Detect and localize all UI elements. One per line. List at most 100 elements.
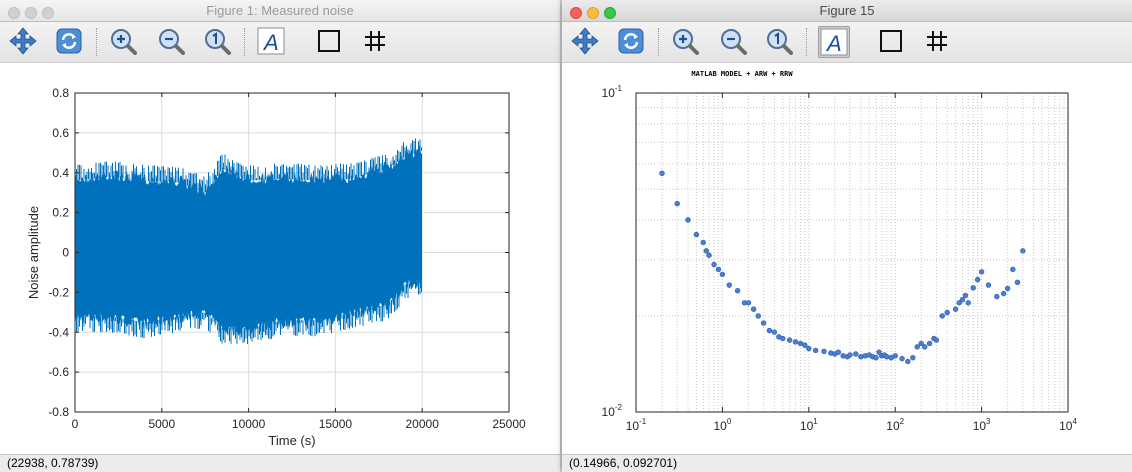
data-point xyxy=(978,269,985,275)
x-tick-label: 10000 xyxy=(232,417,266,431)
figure-15-window[interactable]: Figure 15 A MATLAB MODEL + ARW + RRW 10- xyxy=(562,0,1132,472)
data-point xyxy=(970,285,976,291)
text-icon[interactable]: A xyxy=(256,26,288,58)
y-tick-label: -0.6 xyxy=(48,365,69,379)
data-point xyxy=(760,320,767,326)
text-icon[interactable]: A xyxy=(818,26,850,58)
pan-icon[interactable] xyxy=(8,26,40,58)
pan-icon[interactable] xyxy=(570,26,602,58)
zoom-in-icon[interactable] xyxy=(108,26,140,58)
zoom-out-icon[interactable] xyxy=(156,26,188,58)
figure-1-window[interactable]: Figure 1: Measured noise A 0 5000 10000 15 xyxy=(0,0,560,472)
axes-box xyxy=(635,92,1069,413)
svg-text:A: A xyxy=(262,30,279,55)
y-axis-label: Noise amplitude xyxy=(26,206,41,299)
zoom-out-icon[interactable] xyxy=(718,26,750,58)
rotate-icon[interactable] xyxy=(616,26,648,58)
data-point xyxy=(939,313,945,319)
window-title: Figure 15 xyxy=(819,3,875,18)
x-tick-label: 20000 xyxy=(406,417,440,431)
zoom-button[interactable] xyxy=(42,7,54,19)
x-tick-label: 100 xyxy=(713,417,731,433)
data-point xyxy=(1014,279,1021,286)
window-title-bar[interactable]: Figure 1: Measured noise xyxy=(0,0,560,22)
y-tick-label: 0.8 xyxy=(52,86,69,100)
data-point xyxy=(780,335,786,342)
toolbar-separator xyxy=(96,28,97,56)
data-point xyxy=(873,354,879,361)
y-tick-label: -0.2 xyxy=(48,285,69,299)
data-point xyxy=(719,271,726,278)
data-point xyxy=(905,358,911,365)
data-point xyxy=(899,355,905,362)
x-tick-label: 104 xyxy=(1059,417,1077,433)
noise-band xyxy=(75,144,422,336)
window-title-bar[interactable]: Figure 15 xyxy=(562,0,1132,22)
data-point xyxy=(693,231,700,238)
box-icon[interactable] xyxy=(876,26,908,58)
status-bar: (22938, 0.78739) xyxy=(0,454,560,472)
y-tick-label: 10-2 xyxy=(602,403,623,419)
cursor-coordinates: (0.14966, 0.092701) xyxy=(569,456,678,470)
data-point xyxy=(711,261,717,268)
data-point xyxy=(922,344,928,350)
data-point xyxy=(745,300,752,306)
window-controls xyxy=(8,4,59,25)
window-title: Figure 1: Measured noise xyxy=(206,3,354,18)
x-tick-label: 103 xyxy=(973,417,991,433)
figure-canvas[interactable]: 0 5000 10000 15000 20000 25000 -0.8 -0.6 -0.4 -0.… xyxy=(0,63,560,455)
x-tick-label: 25000 xyxy=(492,417,526,431)
data-point xyxy=(933,337,940,343)
grid-icon[interactable] xyxy=(360,26,392,58)
box-icon[interactable] xyxy=(314,26,346,58)
data-point xyxy=(1004,285,1011,292)
data-point xyxy=(726,282,732,288)
allan-deviation-chart[interactable]: MATLAB MODEL + ARW + RRW 10-1 100 101 102 103… xyxy=(562,63,1132,455)
cursor-coordinates: (22938, 0.78739) xyxy=(7,456,99,470)
data-point xyxy=(792,339,799,345)
data-point xyxy=(797,340,804,347)
data-point xyxy=(956,300,962,306)
data-point xyxy=(771,329,778,335)
status-bar: (0.14966, 0.092701) xyxy=(562,454,1132,472)
data-point xyxy=(994,293,1000,300)
data-point xyxy=(853,351,859,357)
y-tick-label: -0.8 xyxy=(48,405,69,419)
rotate-icon[interactable] xyxy=(54,26,86,58)
zoom-button[interactable] xyxy=(604,7,616,19)
data-point xyxy=(802,342,808,348)
data-point xyxy=(884,354,890,360)
data-point xyxy=(962,292,969,299)
data-point xyxy=(926,340,933,347)
zoom-in-icon[interactable] xyxy=(670,26,702,58)
zoom-reset-icon[interactable] xyxy=(764,26,796,58)
data-point xyxy=(914,344,920,350)
y-tick-label: 0.6 xyxy=(52,126,69,140)
toolbar-separator xyxy=(244,28,245,56)
data-point xyxy=(703,248,709,254)
window-controls xyxy=(570,4,621,25)
grid-icon[interactable] xyxy=(922,26,954,58)
figure-canvas[interactable]: MATLAB MODEL + ARW + RRW 10-1 100 101 102 103… xyxy=(562,63,1132,455)
noise-chart[interactable]: 0 5000 10000 15000 20000 25000 -0.8 -0.6 -0.4 -0.… xyxy=(0,63,560,455)
data-point xyxy=(892,353,898,359)
toolbar-separator xyxy=(658,28,659,56)
data-point xyxy=(806,345,812,352)
data-series xyxy=(659,170,1026,365)
close-button[interactable] xyxy=(570,7,582,19)
data-point xyxy=(1000,290,1007,297)
x-tick-label: 5000 xyxy=(148,417,175,431)
minimize-button[interactable] xyxy=(25,7,37,19)
x-tick-label: 15000 xyxy=(319,417,353,431)
data-point xyxy=(835,349,842,355)
zoom-reset-icon[interactable] xyxy=(202,26,234,58)
data-point xyxy=(965,300,971,306)
figure-toolbar: A xyxy=(562,22,1132,63)
data-point xyxy=(876,349,882,355)
data-point xyxy=(750,306,757,312)
minimize-button[interactable] xyxy=(587,7,599,19)
close-button[interactable] xyxy=(8,7,20,19)
x-tick-label: 101 xyxy=(800,417,818,433)
figure-toolbar: A xyxy=(0,22,560,63)
data-point xyxy=(812,347,819,354)
